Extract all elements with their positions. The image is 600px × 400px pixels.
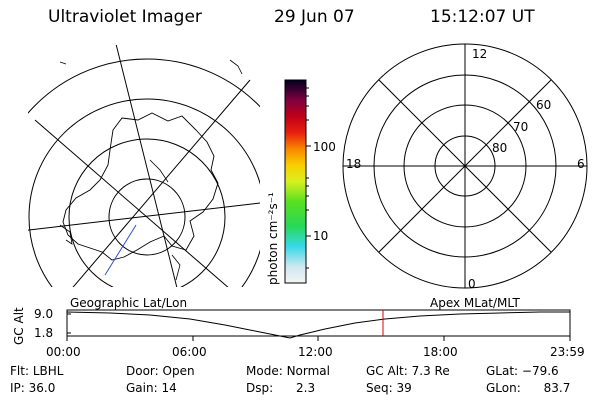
info-glat: GLat: −79.6 <box>486 364 559 378</box>
track-line <box>104 224 137 276</box>
colorbar-tick-100: 100 <box>313 140 336 154</box>
info-glon: GLon: 83.7 <box>486 381 571 395</box>
lat-circle-2 <box>68 138 226 287</box>
meridian-line <box>28 202 260 231</box>
mlt-label-12: 12 <box>472 47 488 61</box>
date-label: 29 Jun 07 <box>274 7 355 27</box>
info-gain: Gain: 14 <box>126 381 177 395</box>
instrument-title: Ultraviolet Imager <box>48 7 202 27</box>
mlt-label-6: 6 <box>577 157 585 171</box>
meridian-line <box>72 79 251 287</box>
info-ip: IP: 36.0 <box>10 381 56 395</box>
ytick-bottom: 1.8 <box>34 326 54 340</box>
altitude-curve <box>66 311 570 339</box>
timeline-left-title: Geographic Lat/Lon <box>70 296 188 310</box>
info-mode: Mode: Normal <box>246 364 330 378</box>
meridian-line <box>115 45 178 287</box>
polar-diagonal <box>378 79 552 253</box>
timeline-ticks <box>66 313 571 341</box>
colorbar-tick-10: 10 <box>313 229 329 243</box>
lat-label-70: 70 <box>513 120 529 134</box>
xtick-2: 12:00 <box>298 345 333 359</box>
xtick-1: 06:00 <box>172 345 207 359</box>
colorbar <box>284 79 307 284</box>
xtick-3: 18:00 <box>423 345 458 359</box>
coastline-detail <box>59 59 243 281</box>
mlt-label-18: 18 <box>346 157 362 171</box>
lat-label-60: 60 <box>536 98 552 112</box>
xtick-0: 00:00 <box>46 345 81 359</box>
lat-circle-inner <box>108 178 186 256</box>
lat-circle-3 <box>28 98 260 287</box>
meridian-line <box>34 119 229 287</box>
geographic-map <box>28 45 260 287</box>
xtick-4: 23:59 <box>550 345 585 359</box>
timeline-ylabel: GC Alt <box>12 307 26 345</box>
mlt-label-0: 0 <box>468 277 476 291</box>
timeline-right-title: Apex MLat/MLT <box>430 296 520 310</box>
info-gc-alt: GC Alt: 7.3 Re <box>366 364 450 378</box>
lat-circle-4 <box>28 58 260 114</box>
info-flt: Flt: LBHL <box>10 364 64 378</box>
info-dsp: Dsp: 2.3 <box>246 381 316 395</box>
coastline <box>62 112 219 261</box>
colorbar-ticks <box>306 87 311 269</box>
timeline-frame <box>66 309 571 337</box>
info-seq: Seq: 39 <box>366 381 412 395</box>
info-door: Door: Open <box>126 364 195 378</box>
lat-label-80: 80 <box>492 141 508 155</box>
time-label: 15:12:07 UT <box>430 7 535 27</box>
ytick-top: 9.0 <box>34 307 54 321</box>
polar-plot <box>342 43 588 289</box>
